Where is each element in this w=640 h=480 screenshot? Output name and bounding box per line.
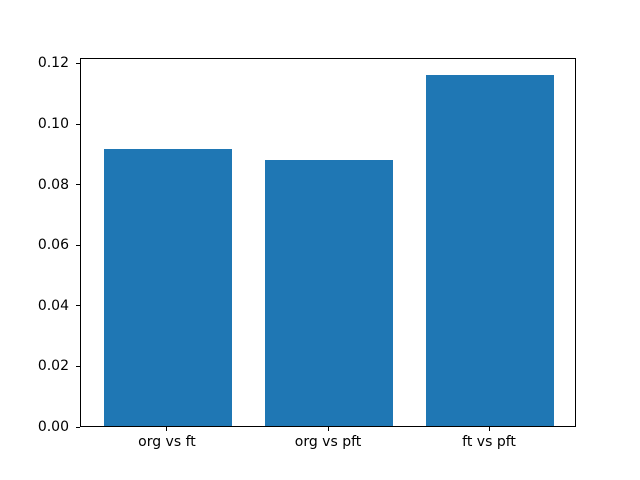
x-tick-label: org vs ft	[138, 434, 196, 450]
y-tick-mark	[76, 365, 80, 367]
plot-area	[80, 58, 576, 427]
x-tick-label: org vs pft	[294, 434, 362, 450]
bar-org-vs-ft	[103, 149, 233, 426]
x-tick-mark	[166, 427, 168, 431]
x-tick-label: ft vs pft	[462, 434, 516, 450]
y-tick-label: 0.02	[37, 358, 69, 375]
y-tick-label: 0.10	[37, 116, 69, 133]
y-tick-label: 0.12	[37, 55, 69, 72]
y-tick-mark	[76, 244, 80, 246]
y-tick-label: 0.00	[37, 419, 69, 435]
bar-ft-vs-pft	[425, 74, 555, 426]
y-tick-label: 0.06	[37, 237, 69, 254]
x-tick-mark	[488, 427, 490, 431]
y-tick-label: 0.04	[37, 297, 69, 314]
y-tick-mark	[76, 123, 80, 125]
y-tick-mark	[76, 184, 80, 186]
y-tick-mark	[76, 305, 80, 307]
x-tick-mark	[327, 427, 329, 431]
y-tick-label: 0.08	[37, 176, 69, 193]
y-tick-mark	[76, 426, 80, 428]
y-tick-mark	[76, 62, 80, 64]
bar-org-vs-pft	[264, 160, 394, 426]
